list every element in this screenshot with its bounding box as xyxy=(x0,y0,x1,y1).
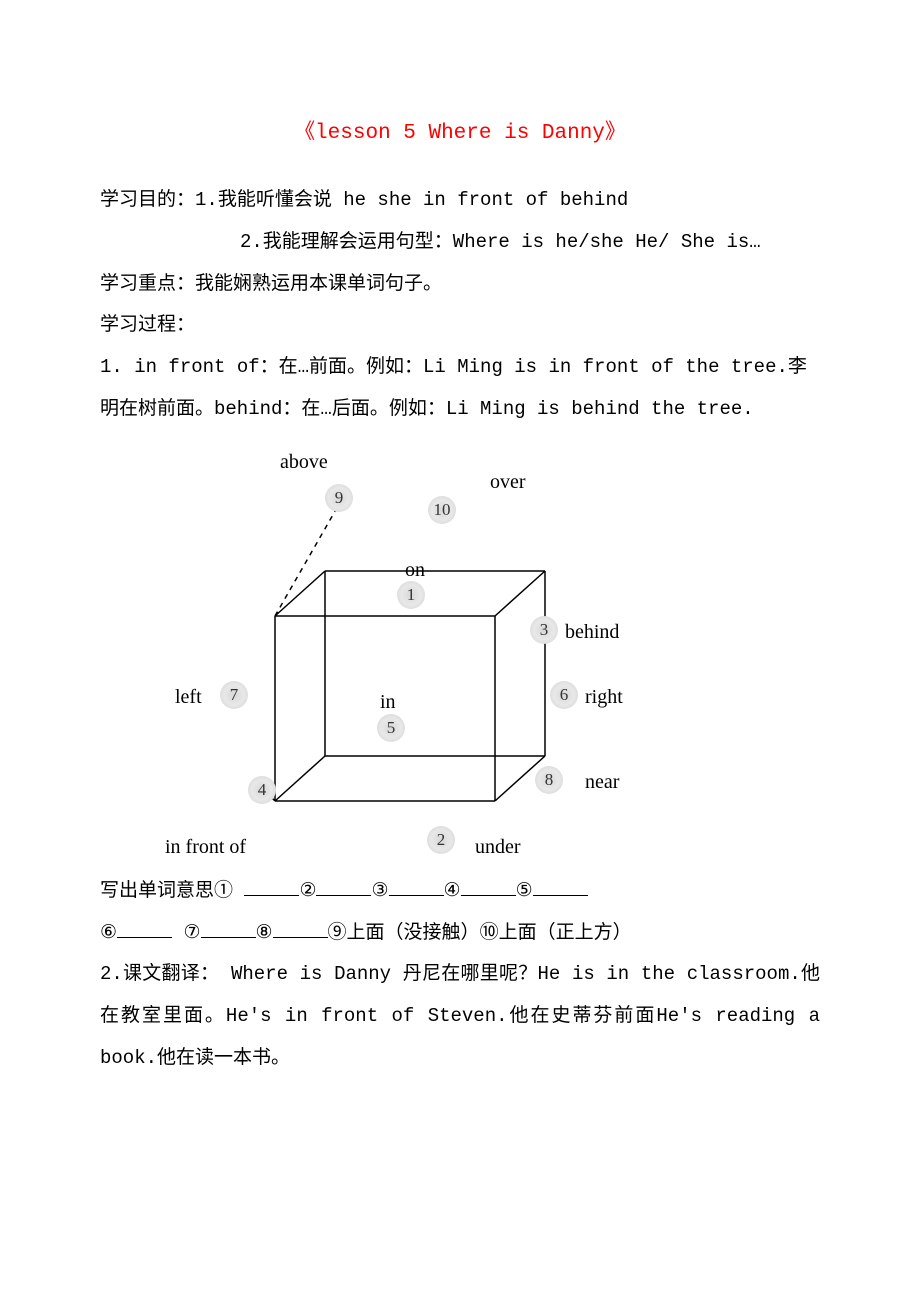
fill-num-7: ⑦ xyxy=(183,922,200,944)
blank-8[interactable] xyxy=(273,920,328,938)
fill-num-6: ⑥ xyxy=(100,922,117,944)
blank-3[interactable] xyxy=(389,878,444,896)
goals-label: 学习目的： xyxy=(100,189,195,211)
num-9: 9 xyxy=(325,484,353,512)
fill-num-2: ② xyxy=(299,880,316,902)
num-8: 8 xyxy=(535,766,563,794)
fill-9: ⑨上面（没接触） xyxy=(328,922,480,944)
label-in-front-of: in front of xyxy=(165,836,246,859)
label-in: in xyxy=(380,691,396,714)
fill-blank-line-1: 写出单词意思① ② ③ ④ ⑤ xyxy=(100,871,820,913)
blank-6[interactable] xyxy=(117,920,172,938)
label-under: under xyxy=(475,836,521,859)
lesson-title: 《lesson 5 Where is Danny》 xyxy=(100,115,820,145)
fill-num-1: ① xyxy=(214,880,233,902)
fill-num-5: ⑤ xyxy=(516,880,533,902)
label-above: above xyxy=(280,451,328,474)
num-5: 5 xyxy=(377,714,405,742)
process-label: 学习过程： xyxy=(100,305,820,347)
fill-num-3: ③ xyxy=(371,880,388,902)
blank-4[interactable] xyxy=(461,878,516,896)
num-4: 4 xyxy=(248,776,276,804)
paragraph-1: 1. in front of：在…前面。例如：Li Ming is in fro… xyxy=(100,347,820,431)
label-behind: behind xyxy=(565,621,619,644)
fill-num-8: ⑧ xyxy=(256,922,273,944)
focus-line: 学习重点：我能娴熟运用本课单词句子。 xyxy=(100,264,820,306)
goal-line-1: 学习目的：1.我能听懂会说 he she in front of behind xyxy=(100,180,820,222)
num-6: 6 xyxy=(550,681,578,709)
blank-2[interactable] xyxy=(316,878,371,896)
cube-svg xyxy=(100,441,660,866)
goal-line-2: 2.我能理解会运用句型：Where is he/she He/ She is… xyxy=(100,222,820,264)
blank-7[interactable] xyxy=(201,920,256,938)
fill-num-4: ④ xyxy=(444,880,461,902)
goal-1-text: 1.我能听懂会说 he she in front of behind xyxy=(195,189,628,211)
num-3: 3 xyxy=(530,616,558,644)
label-right: right xyxy=(585,686,623,709)
label-over: over xyxy=(490,471,526,494)
label-on: on xyxy=(405,559,425,582)
num-1: 1 xyxy=(397,581,425,609)
label-left: left xyxy=(175,686,202,709)
fill-label: 写出单词意思 xyxy=(100,880,214,902)
num-7: 7 xyxy=(220,681,248,709)
blank-1[interactable] xyxy=(244,878,299,896)
focus-text: 我能娴熟运用本课单词句子。 xyxy=(195,273,442,295)
paragraph-2: 2.课文翻译： Where is Danny 丹尼在哪里呢？He is in t… xyxy=(100,954,820,1079)
num-2: 2 xyxy=(427,826,455,854)
label-near: near xyxy=(585,771,619,794)
fill-blank-line-2: ⑥ ⑦ ⑧ ⑨上面（没接触）⑩上面（正上方） xyxy=(100,913,820,955)
preposition-diagram: above over on behind right left in in fr… xyxy=(100,441,660,866)
num-10: 10 xyxy=(428,496,456,524)
fill-10: ⑩上面（正上方） xyxy=(480,922,632,944)
blank-5[interactable] xyxy=(533,878,588,896)
focus-label: 学习重点： xyxy=(100,273,195,295)
